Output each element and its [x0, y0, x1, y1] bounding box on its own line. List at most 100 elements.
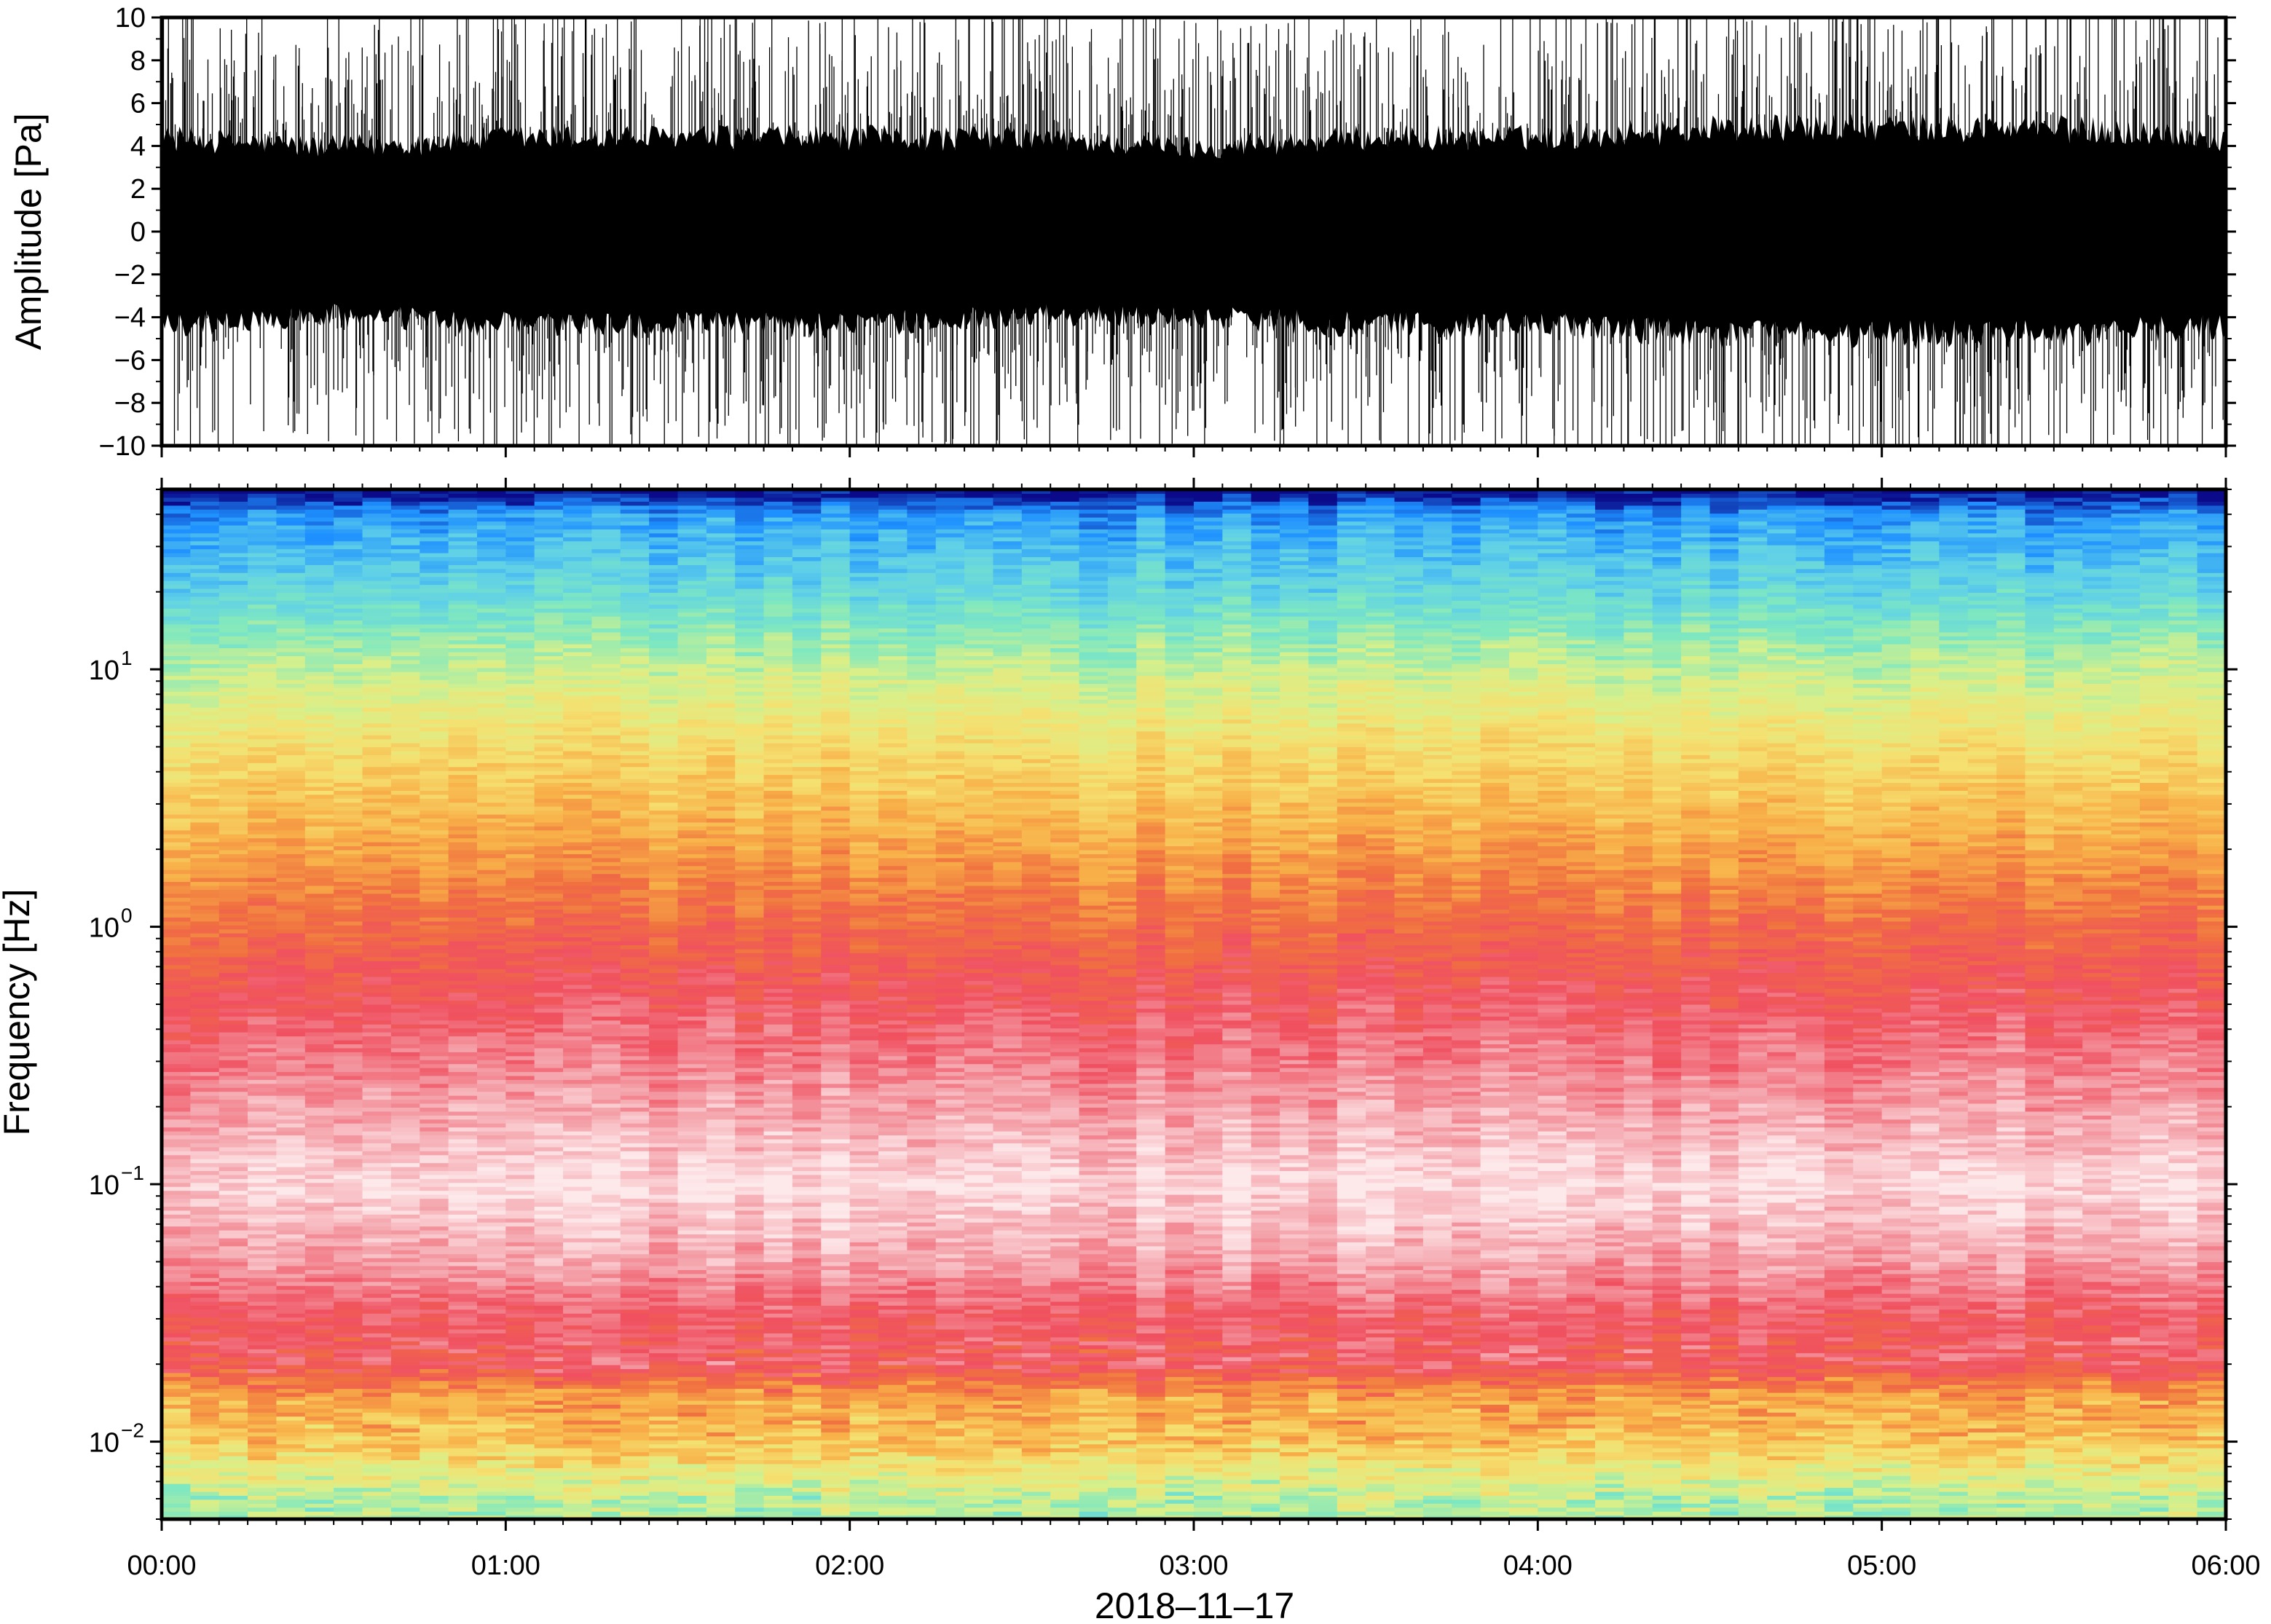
spectrogram-cell — [420, 1139, 449, 1143]
spectrogram-cell — [449, 533, 478, 537]
spectrogram-cell — [276, 1472, 305, 1476]
spectrogram-cell — [190, 1250, 219, 1254]
spectrogram-cell — [219, 925, 248, 929]
spectrogram-cell — [219, 874, 248, 878]
spectrogram-cell — [162, 1503, 191, 1507]
spectrogram-cell — [162, 1178, 191, 1183]
spectrogram-cell — [449, 1238, 478, 1242]
spectrogram-cell — [391, 616, 420, 620]
spectrogram-cell — [505, 1428, 535, 1432]
spectrogram-cell — [563, 564, 592, 569]
spectrogram-cell — [563, 826, 592, 830]
spectrogram-cell — [563, 1285, 592, 1290]
spectrogram-cell — [449, 1381, 478, 1385]
spectrogram-cell — [535, 545, 564, 549]
spectrogram-cell — [420, 616, 449, 620]
spectrogram-cell — [276, 1436, 305, 1440]
spectrogram-cell — [219, 881, 248, 886]
spectrogram-cell — [334, 549, 363, 553]
spectrogram-cell — [391, 533, 420, 537]
spectrogram-cell — [449, 814, 478, 819]
spectrogram-cell — [363, 1487, 392, 1491]
spectrogram-cell — [276, 1258, 305, 1262]
spectrogram-cell — [305, 1016, 334, 1020]
spectrogram-cell — [162, 1084, 191, 1088]
spectrogram-cell — [420, 1503, 449, 1507]
spectrogram-cell — [190, 1317, 219, 1322]
spectrogram-cell — [621, 1424, 650, 1428]
spectrogram-cell — [248, 1218, 277, 1223]
spectrogram-cell — [363, 886, 392, 890]
spectrogram-cell — [334, 1147, 363, 1151]
spectrogram-cell — [449, 795, 478, 799]
spectrogram-cell — [305, 1503, 334, 1507]
spectrogram-cell — [391, 1381, 420, 1385]
spectrogram-cell — [190, 965, 219, 969]
spectrogram-cell — [190, 1487, 219, 1491]
spectrogram-cell — [420, 1428, 449, 1432]
spectrogram-cell — [591, 1064, 621, 1068]
spectrogram-cell — [276, 1246, 305, 1250]
spectrogram-cell — [219, 1384, 248, 1389]
spectrogram-cell — [276, 1044, 305, 1048]
spectrogram-cell — [363, 993, 392, 997]
spectrogram-cell — [477, 580, 506, 585]
spectrogram-cell — [334, 592, 363, 596]
spectrogram-cell — [449, 652, 478, 656]
spectrogram-cell — [505, 870, 535, 874]
spectrogram-cell — [591, 739, 621, 744]
spectrogram-cell — [535, 604, 564, 609]
spectrogram-cell — [190, 509, 219, 513]
spectrogram-cell — [563, 497, 592, 502]
spectrogram-cell — [190, 644, 219, 648]
spectrogram-cell — [219, 1076, 248, 1080]
spectrogram-cell — [535, 1349, 564, 1353]
spectrogram-cell — [190, 608, 219, 612]
spectrogram-cell — [678, 1024, 707, 1028]
spectrogram-cell — [591, 541, 621, 545]
spectrogram-cell — [363, 1424, 392, 1428]
spectrogram-cell — [305, 1269, 334, 1274]
spectrogram-cell — [248, 1337, 277, 1341]
spectrogram-cell — [334, 1036, 363, 1041]
spectrogram-cell — [505, 1139, 535, 1143]
spectrogram-cell — [563, 751, 592, 755]
spectrogram-cell — [391, 1329, 420, 1333]
spectrogram-cell — [334, 1115, 363, 1119]
spectrogram-cell — [420, 1337, 449, 1341]
spectrogram-cell — [477, 1428, 506, 1432]
spectrogram-cell — [649, 1052, 678, 1056]
spectrogram-cell — [334, 620, 363, 624]
spectrogram-cell — [420, 1384, 449, 1389]
spectrogram-cell — [276, 1464, 305, 1468]
spectrogram-cell — [477, 668, 506, 672]
spectrogram-cell — [505, 798, 535, 803]
spectrogram-cell — [276, 886, 305, 890]
spectrogram-cell — [276, 735, 305, 739]
spectrogram-cell — [621, 727, 650, 731]
spectrogram-cell — [248, 501, 277, 505]
spectrogram-cell — [334, 505, 363, 510]
spectrogram-cell — [477, 929, 506, 934]
spectrogram-cell — [535, 1277, 564, 1282]
spectrogram-cell — [190, 497, 219, 502]
spectrogram-cell — [505, 695, 535, 700]
spectrogram-cell — [334, 1020, 363, 1025]
spectrogram-cell — [363, 830, 392, 835]
spectrogram-cell — [505, 596, 535, 601]
spectrogram-cell — [505, 1052, 535, 1056]
spectrogram-cell — [276, 1341, 305, 1345]
spectrogram-cell — [305, 1123, 334, 1127]
spectrogram-cell — [621, 1206, 650, 1210]
spectrogram-cell — [248, 878, 277, 882]
spectrogram-cell — [621, 513, 650, 518]
spectrogram-cell — [391, 545, 420, 549]
spectrogram-cell — [363, 1246, 392, 1250]
spectrogram-cell — [334, 600, 363, 604]
spectrogram-cell — [649, 957, 678, 961]
spectrogram-cell — [591, 925, 621, 929]
spectrogram-cell — [505, 909, 535, 913]
spectrogram-cell — [591, 1052, 621, 1056]
spectrogram-cell — [678, 1226, 707, 1231]
spectrogram-cell — [219, 1432, 248, 1436]
